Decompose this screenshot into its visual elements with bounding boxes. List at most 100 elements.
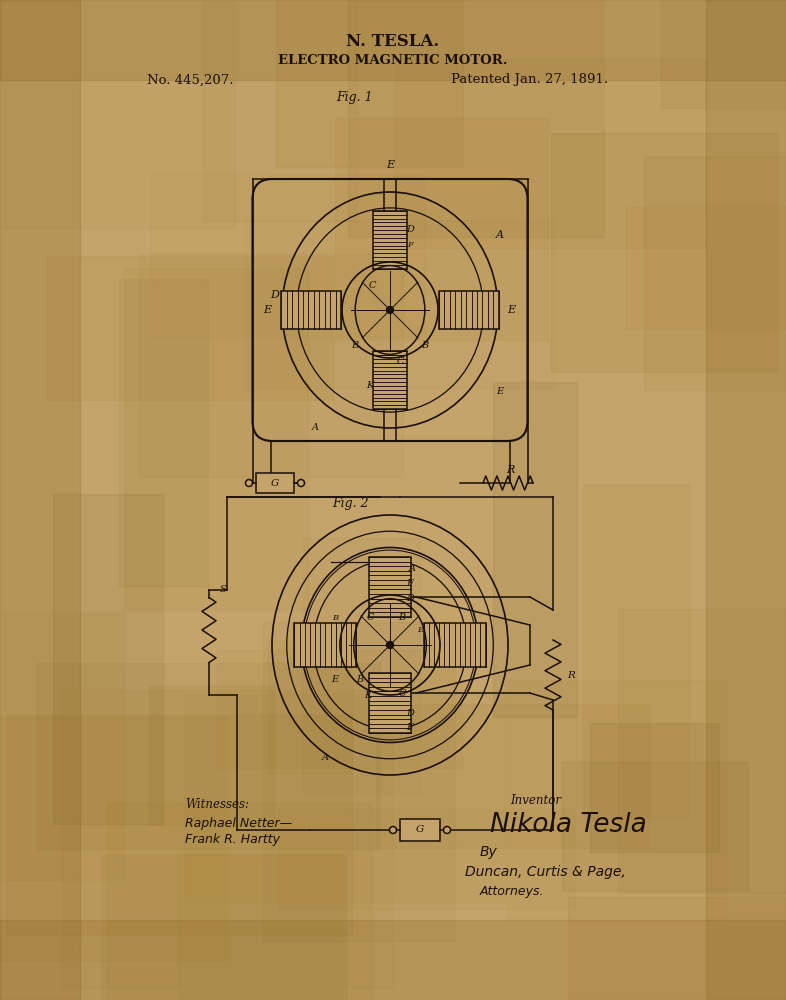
Text: D: D xyxy=(406,594,414,603)
Text: E: E xyxy=(332,674,339,684)
Text: E: E xyxy=(496,387,503,396)
Text: A: A xyxy=(311,422,318,432)
Text: C: C xyxy=(369,280,376,290)
Text: N. TESLA.: N. TESLA. xyxy=(347,33,439,50)
Circle shape xyxy=(443,826,450,834)
Bar xyxy=(204,0,357,221)
Bar xyxy=(62,690,393,988)
Bar xyxy=(706,0,786,1000)
Text: B: B xyxy=(332,614,338,622)
Circle shape xyxy=(387,642,394,648)
Bar xyxy=(281,291,341,329)
Text: D: D xyxy=(270,290,279,300)
Bar xyxy=(101,855,346,1000)
Bar xyxy=(645,156,786,390)
Bar xyxy=(400,819,440,841)
Text: Duncan, Curtis & Page,: Duncan, Curtis & Page, xyxy=(465,865,626,879)
Bar xyxy=(395,59,706,248)
Bar xyxy=(567,897,785,1000)
Text: E: E xyxy=(507,305,515,315)
Circle shape xyxy=(387,306,394,314)
Text: C: C xyxy=(366,612,374,621)
Text: D: D xyxy=(406,225,414,234)
Bar xyxy=(47,256,333,400)
Circle shape xyxy=(390,826,396,834)
Bar xyxy=(551,133,777,372)
Bar xyxy=(424,623,486,667)
Bar xyxy=(508,680,726,920)
Text: A: A xyxy=(495,230,504,240)
Bar xyxy=(263,622,455,941)
Text: G: G xyxy=(416,826,424,834)
Text: D: D xyxy=(406,709,414,718)
Text: Witnesses:: Witnesses: xyxy=(185,798,249,812)
Text: F: F xyxy=(407,241,413,249)
Bar xyxy=(626,207,786,329)
Text: E: E xyxy=(386,160,394,170)
Bar xyxy=(0,0,80,1000)
Bar xyxy=(0,612,124,880)
Bar xyxy=(0,0,786,80)
Bar xyxy=(618,609,786,893)
Bar xyxy=(217,650,462,768)
Bar xyxy=(0,0,235,228)
Bar xyxy=(493,382,576,717)
Text: Raphael Netter—: Raphael Netter— xyxy=(185,816,292,830)
Text: Frank R. Hartty: Frank R. Hartty xyxy=(185,834,280,846)
Bar xyxy=(302,538,421,794)
Text: B: B xyxy=(421,340,428,350)
Bar xyxy=(583,484,689,818)
Bar xyxy=(0,920,786,1000)
Text: Attorneys.: Attorneys. xyxy=(480,886,545,898)
Bar xyxy=(7,715,352,935)
Bar xyxy=(660,0,786,108)
Text: R: R xyxy=(567,670,575,680)
Text: Inventor: Inventor xyxy=(510,794,561,806)
Bar xyxy=(119,279,208,586)
Bar xyxy=(53,494,163,824)
Bar xyxy=(373,211,407,269)
Bar xyxy=(590,723,719,852)
Text: A: A xyxy=(321,752,329,762)
Text: B: B xyxy=(356,676,364,684)
Bar xyxy=(295,623,356,667)
Text: K: K xyxy=(366,381,373,390)
Text: E: E xyxy=(417,626,423,634)
Bar xyxy=(244,220,556,388)
Bar xyxy=(178,853,342,1000)
Bar xyxy=(139,254,403,477)
Text: E: E xyxy=(263,305,271,315)
Text: C: C xyxy=(399,688,406,698)
Bar xyxy=(276,0,464,167)
Bar xyxy=(124,268,307,610)
Bar xyxy=(369,673,411,733)
Bar xyxy=(439,291,499,329)
Bar xyxy=(562,762,747,891)
Bar xyxy=(37,663,380,849)
Text: F: F xyxy=(406,723,413,732)
Bar xyxy=(185,694,506,902)
Bar xyxy=(373,351,407,409)
Text: G: G xyxy=(271,479,279,488)
Bar xyxy=(256,473,294,493)
Bar xyxy=(0,717,227,960)
Text: Nikola Tesla: Nikola Tesla xyxy=(490,812,647,838)
Bar xyxy=(149,686,274,825)
Bar xyxy=(369,557,411,617)
Circle shape xyxy=(297,480,304,487)
Text: A: A xyxy=(409,564,416,573)
Text: Fig. 1: Fig. 1 xyxy=(336,92,373,104)
Bar xyxy=(151,174,425,337)
Bar xyxy=(278,809,575,909)
Text: S: S xyxy=(219,585,226,594)
Text: Patented Jan. 27, 1891.: Patented Jan. 27, 1891. xyxy=(451,74,608,87)
Text: C: C xyxy=(396,358,404,366)
Bar xyxy=(376,704,648,848)
Bar xyxy=(335,118,548,340)
Text: K: K xyxy=(365,691,372,700)
Bar xyxy=(348,0,604,237)
Text: B: B xyxy=(351,340,358,350)
Text: R: R xyxy=(506,465,514,475)
Text: No. 445,207.: No. 445,207. xyxy=(147,74,233,87)
Text: Fig. 2: Fig. 2 xyxy=(332,496,369,510)
